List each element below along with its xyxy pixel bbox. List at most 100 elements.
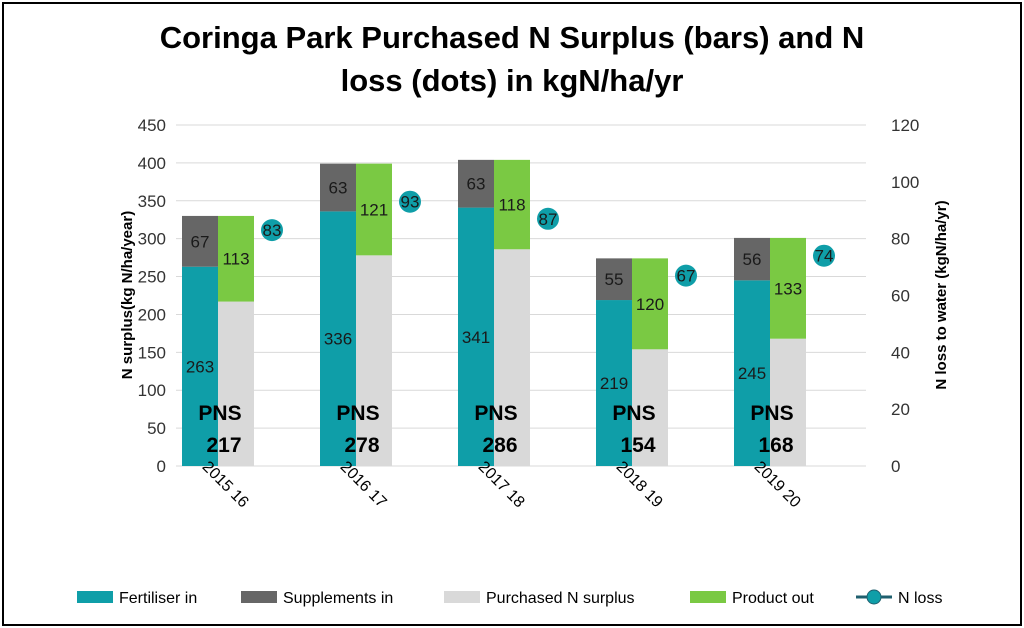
- legend-label: Product out: [732, 590, 814, 607]
- fertiliser-bar: [596, 300, 632, 466]
- bar-stacks: 26367113PNS21733663121PNS27834163118PNS2…: [182, 159, 806, 466]
- bar-group-2016-17: 336 63 121 PNS 278: [320, 163, 392, 466]
- product-out-value-label: 133: [774, 279, 802, 298]
- legend-dot: [866, 589, 882, 605]
- n-loss-dot: [537, 207, 559, 230]
- fertiliser-bar: [458, 207, 494, 466]
- product-out-value-label: 120: [636, 295, 664, 314]
- fertiliser-bar: [182, 266, 218, 466]
- legend-item-fertiliser-in: Fertiliser in: [77, 590, 197, 607]
- supplements-value-label: 67: [191, 232, 210, 251]
- n-loss-dot: [399, 190, 421, 213]
- legend-label: Supplements in: [283, 590, 393, 607]
- fertiliser-bar: [320, 211, 356, 466]
- y-tick-label: 300: [138, 230, 166, 249]
- product-out-value-label: 118: [498, 196, 525, 215]
- legend-swatch: [241, 591, 277, 603]
- legend-label: Fertiliser in: [119, 590, 197, 607]
- y-tick-label: 50: [147, 419, 166, 438]
- y-tick-label: 200: [138, 305, 166, 324]
- legend: Fertiliser in Supplements in Purchased N s…: [77, 589, 942, 607]
- legend-item-supplements-in: Supplements in: [241, 590, 393, 607]
- legend-swatch: [690, 591, 726, 603]
- purchased-n-surplus-bar: [356, 255, 392, 466]
- bar-group-2015-16: 263 67 113 PNS 217: [182, 215, 254, 466]
- pns-label: PNS: [336, 402, 379, 425]
- product-out-bar: [494, 159, 530, 250]
- y2-tick-label: 20: [891, 400, 910, 419]
- legend-swatch: [77, 591, 113, 603]
- product-out-value-label: 121: [360, 200, 388, 219]
- bar-group-2018-19: 219 55 120 PNS 154: [596, 258, 668, 466]
- y-tick-label: 450: [138, 116, 166, 135]
- pns-value: 286: [482, 434, 517, 457]
- supplements-value-label: 56: [743, 250, 762, 269]
- legend-item-n-loss: N loss: [856, 589, 942, 607]
- y2-tick-label: 80: [891, 230, 910, 249]
- supplements-bar: [182, 215, 218, 267]
- supplements-value-label: 55: [605, 270, 624, 289]
- product-out-bar: [356, 163, 392, 256]
- fertiliser-value-label: 336: [324, 330, 352, 349]
- supplements-bar: [458, 159, 494, 208]
- legend-item-purchased-n-surplus: Purchased N surplus: [444, 590, 635, 607]
- y2-tick-label: 40: [891, 343, 910, 362]
- fertiliser-value-label: 245: [738, 364, 766, 383]
- pns-value: 278: [344, 434, 379, 457]
- legend-label: Purchased N surplus: [486, 590, 635, 607]
- y2-tick-label: 120: [891, 116, 919, 135]
- pns-value: 217: [206, 434, 241, 457]
- y-tick-label: 100: [138, 381, 166, 400]
- secondary-y-axis-title: N loss to water (kgN/ha/yr): [933, 200, 950, 389]
- n-loss-dot: [813, 244, 835, 267]
- pns-label: PNS: [198, 402, 241, 425]
- pns-value: 168: [758, 434, 793, 457]
- y-tick-label: 350: [138, 192, 166, 211]
- n-loss-value-label: 87: [539, 210, 558, 229]
- chart-title-line-1: Coringa Park Purchased N Surplus (bars) …: [160, 20, 865, 55]
- supplements-bar: [734, 237, 770, 281]
- n-loss-dots: 83 93 87 67 74: [261, 190, 835, 287]
- purchased-n-surplus-bar: [632, 349, 668, 466]
- supplements-value-label: 63: [329, 179, 348, 198]
- n-loss-value-label: 67: [677, 267, 696, 286]
- y-tick-label: 0: [157, 457, 166, 476]
- supplements-value-label: 63: [467, 175, 486, 194]
- fertiliser-value-label: 341: [462, 328, 490, 347]
- purchased-n-surplus-bar: [218, 301, 254, 466]
- fertiliser-value-label: 263: [186, 357, 214, 376]
- legend-item-product-out: Product out: [690, 590, 814, 607]
- pns-label: PNS: [612, 402, 655, 425]
- n-loss-value-label: 93: [401, 193, 420, 212]
- y2-tick-label: 60: [891, 287, 910, 306]
- product-out-value-label: 113: [222, 250, 249, 269]
- supplements-bar: [596, 258, 632, 301]
- pns-label: PNS: [750, 402, 793, 425]
- n-loss-value-label: 83: [263, 221, 282, 240]
- product-out-bar: [218, 215, 254, 302]
- y-tick-label: 250: [138, 268, 166, 287]
- legend-swatch: [444, 591, 480, 603]
- bar-group-2019-20: 245 56 133 PNS 168: [734, 237, 806, 466]
- purchased-n-surplus-bar: [770, 338, 806, 466]
- n-loss-dot: [675, 264, 697, 287]
- n-loss-dot: [261, 219, 283, 242]
- bar-group-2017-18: 341 63 118 PNS 286: [458, 159, 530, 466]
- y2-tick-label: 100: [891, 173, 919, 192]
- y-tick-label: 150: [138, 343, 166, 362]
- pns-label: PNS: [474, 402, 517, 425]
- primary-y-axis: 0 50 100 150 200 250 300 350 400 450: [138, 116, 166, 476]
- fertiliser-value-label: 219: [600, 374, 628, 393]
- primary-y-axis-title: N surplus(kg N/ha/year): [119, 211, 136, 379]
- y2-tick-label: 0: [891, 457, 900, 476]
- fertiliser-bar: [734, 280, 770, 466]
- pns-value: 154: [620, 434, 655, 457]
- secondary-y-axis: 0 20 40 60 80 100 120: [891, 116, 919, 476]
- y-tick-label: 400: [138, 154, 166, 173]
- purchased-n-surplus-bar: [494, 249, 530, 466]
- chart-title-line-2: loss (dots) in kgN/ha/yr: [341, 63, 684, 98]
- legend-label: N loss: [898, 590, 942, 607]
- n-loss-value-label: 74: [815, 247, 834, 266]
- product-out-bar: [632, 258, 668, 350]
